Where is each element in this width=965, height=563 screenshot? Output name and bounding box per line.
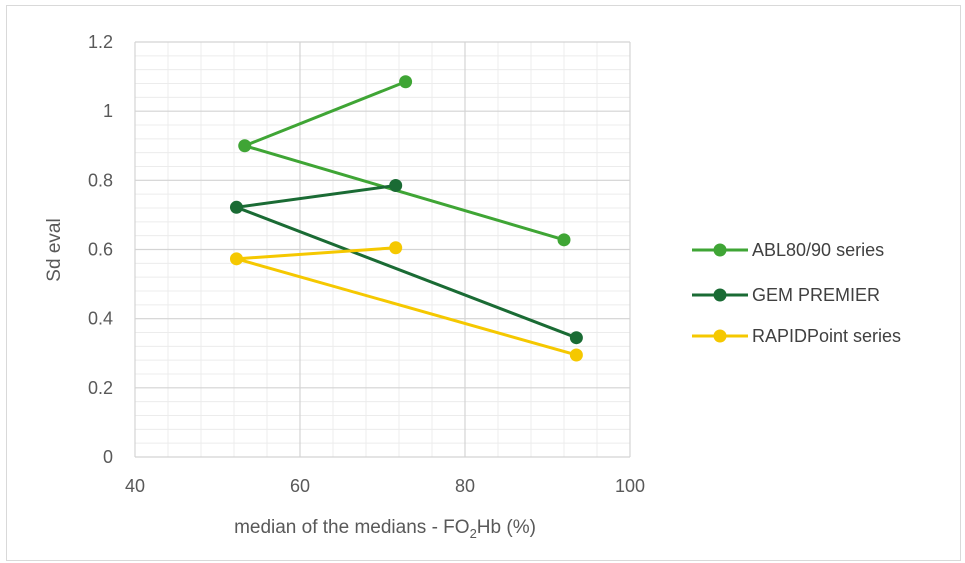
y-tick-label: 1.2 xyxy=(88,32,113,52)
x-tick-labels: 40 60 80 100 xyxy=(125,476,645,496)
legend-item: RAPIDPoint series xyxy=(692,326,901,346)
legend: ABL80/90 series GEM PREMIER RAPIDPoint ser… xyxy=(692,240,901,346)
y-tick-label: 0 xyxy=(103,447,113,467)
data-point xyxy=(389,179,403,193)
major-gridlines xyxy=(134,41,631,458)
data-point xyxy=(569,331,583,345)
chart-frame xyxy=(6,5,961,561)
series-1 xyxy=(238,75,571,247)
x-axis-title: median of the medians - FO2Hb (%) xyxy=(234,517,536,541)
x-tick-label: 60 xyxy=(290,476,310,496)
series-3 xyxy=(229,241,583,362)
series-2 xyxy=(229,179,583,345)
series-line xyxy=(234,246,577,357)
legend-label: RAPIDPoint series xyxy=(752,326,901,346)
data-point xyxy=(389,241,403,255)
y-tick-label: 0.4 xyxy=(88,309,113,329)
data-point xyxy=(569,348,583,362)
legend-item: GEM PREMIER xyxy=(692,285,880,305)
y-tick-label: 1 xyxy=(103,101,113,121)
legend-label: ABL80/90 series xyxy=(752,240,884,260)
legend-marker xyxy=(713,288,727,302)
y-axis-title: Sd eval xyxy=(44,218,65,281)
y-tick-label: 0.2 xyxy=(88,378,113,398)
y-tick-label: 0.8 xyxy=(88,170,113,190)
series-line xyxy=(243,80,565,242)
data-point xyxy=(229,200,243,214)
y-tick-label: 0.6 xyxy=(88,240,113,260)
legend-marker xyxy=(713,243,727,257)
legend-item: ABL80/90 series xyxy=(692,240,884,260)
data-point xyxy=(399,75,413,89)
series-layer xyxy=(229,75,583,362)
x-tick-label: 80 xyxy=(455,476,475,496)
data-point xyxy=(238,139,252,153)
data-point xyxy=(557,233,571,247)
x-tick-label: 40 xyxy=(125,476,145,496)
data-point xyxy=(229,252,243,266)
legend-label: GEM PREMIER xyxy=(752,285,880,305)
x-tick-label: 100 xyxy=(615,476,645,496)
legend-marker xyxy=(713,329,727,343)
y-tick-labels: 0 0.2 0.4 0.6 0.8 1 1.2 xyxy=(88,32,113,467)
